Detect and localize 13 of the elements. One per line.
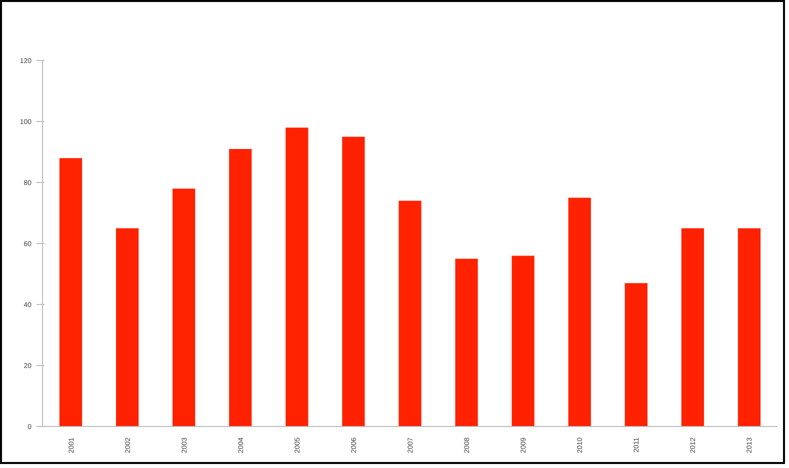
bar: [681, 228, 704, 426]
bar: [512, 256, 534, 426]
bar: [172, 188, 196, 426]
bar: [738, 228, 761, 426]
bar: [455, 258, 478, 426]
bar: [59, 158, 82, 426]
bar: [398, 200, 422, 426]
bar: [229, 148, 252, 426]
bar: [116, 228, 139, 426]
bar: [624, 283, 648, 426]
bar: [568, 198, 591, 426]
bar: [286, 128, 308, 426]
bar: [342, 136, 365, 426]
